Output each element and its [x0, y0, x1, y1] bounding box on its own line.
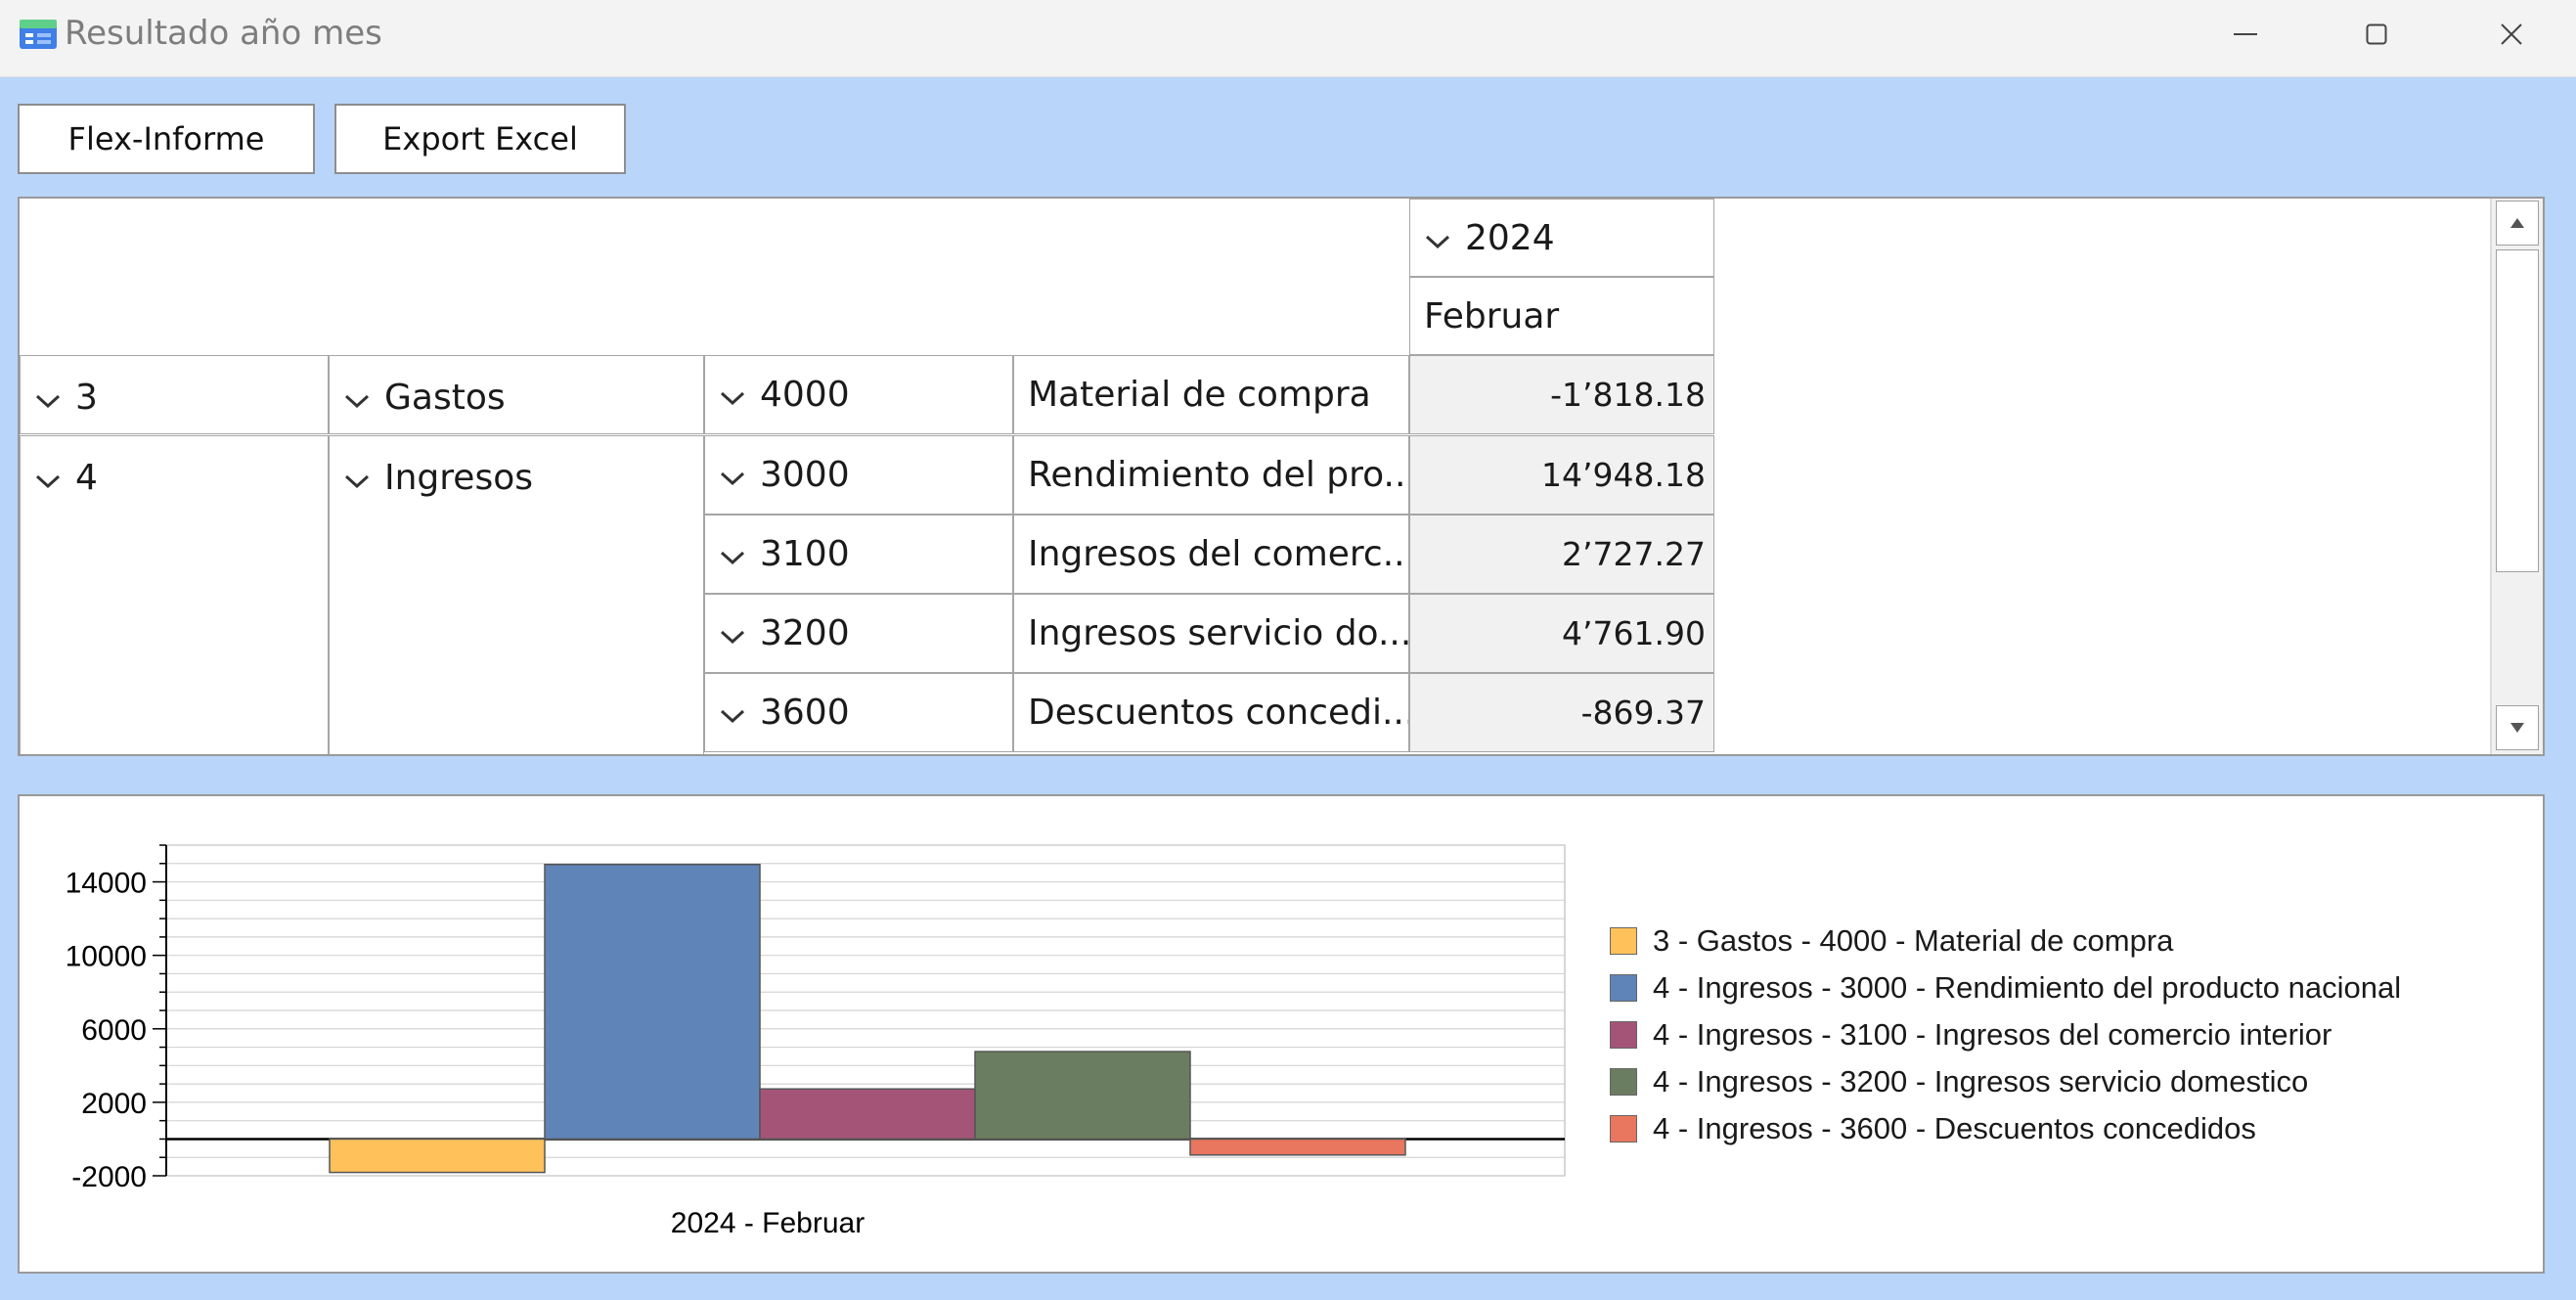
chevron-down-icon[interactable]	[343, 473, 371, 489]
account-name: Ingresos del comerc...	[1028, 534, 1409, 574]
scroll-down-button[interactable]	[2496, 705, 2539, 750]
maximize-icon	[2366, 23, 2387, 45]
row-account-cell[interactable]: 3200	[704, 594, 1013, 673]
chart-panel: 14000 10000 6000 2000 -2000 2024 - Februar 3 …	[18, 794, 2545, 1274]
app-table-icon	[20, 20, 57, 49]
y-tick-label: 14000	[66, 868, 147, 900]
legend-item: 4 - Ingresos - 3100 - Ingresos del comer…	[1610, 1011, 2401, 1058]
row-account-cell[interactable]: 3000	[704, 435, 1013, 515]
bar-1	[329, 1138, 546, 1174]
row-name-cell[interactable]: Ingresos del comerc...	[1013, 515, 1409, 594]
chevron-down-icon[interactable]	[34, 393, 62, 409]
cell-value: 2’727.27	[1562, 535, 1706, 573]
window-title: Resultado año mes	[65, 14, 382, 53]
legend-swatch	[1610, 1021, 1637, 1049]
y-tick-label: 10000	[66, 941, 147, 973]
row-account-cell[interactable]: 3600	[704, 673, 1013, 752]
value-cell[interactable]: 4’761.90	[1409, 594, 1714, 673]
column-header-month[interactable]: Februar	[1409, 277, 1714, 355]
legend-label: 4 - Ingresos - 3000 - Rendimiento del pr…	[1653, 970, 2402, 1005]
triangle-up-icon	[2510, 218, 2524, 228]
chevron-down-icon[interactable]	[1424, 234, 1451, 249]
legend-item: 4 - Ingresos - 3200 - Ingresos servicio …	[1610, 1058, 2401, 1105]
row-type-cell[interactable]: Gastos	[329, 355, 704, 434]
minimize-button[interactable]	[2216, 10, 2275, 59]
row-type-cell[interactable]: Ingresos	[329, 435, 704, 754]
legend-label: 4 - Ingresos - 3200 - Ingresos servicio …	[1653, 1064, 2309, 1098]
close-button[interactable]	[2482, 10, 2541, 59]
scroll-thumb[interactable]	[2496, 249, 2539, 572]
legend-swatch	[1610, 1115, 1637, 1143]
legend-item: 4 - Ingresos - 3000 - Rendimiento del pr…	[1610, 964, 2401, 1011]
title-bar: Resultado año mes	[0, 0, 2576, 77]
account-label: 4000	[760, 375, 850, 415]
account-label: 3600	[760, 693, 850, 733]
value-cell[interactable]: 2’727.27	[1409, 515, 1714, 594]
row-account-cell[interactable]: 4000	[704, 355, 1013, 434]
account-name: Rendimiento del pro...	[1028, 455, 1409, 495]
export-excel-button[interactable]: Export Excel	[334, 104, 626, 174]
chevron-down-icon[interactable]	[343, 393, 371, 409]
type-label: Gastos	[384, 378, 506, 418]
chevron-down-icon[interactable]	[719, 708, 746, 724]
chevron-down-icon[interactable]	[719, 390, 746, 406]
legend-label: 4 - Ingresos - 3100 - Ingresos del comer…	[1653, 1017, 2332, 1052]
column-header-year[interactable]: 2024	[1409, 199, 1714, 277]
value-cell[interactable]: 14’948.18	[1409, 435, 1714, 515]
account-label: 3000	[760, 455, 850, 495]
legend-swatch	[1610, 927, 1637, 955]
account-name: Descuentos concedi...	[1028, 693, 1409, 733]
bar-5	[1189, 1138, 1406, 1156]
chart-legend: 3 - Gastos - 4000 - Material de compra 4 …	[1610, 918, 2401, 1152]
chevron-down-icon[interactable]	[719, 629, 746, 645]
bar-2	[544, 864, 761, 1141]
row-name-cell[interactable]: Ingresos servicio do...	[1013, 594, 1409, 673]
legend-label: 4 - Ingresos - 3600 - Descuentos concedi…	[1653, 1111, 2256, 1145]
scroll-up-button[interactable]	[2496, 201, 2539, 246]
chevron-down-icon[interactable]	[34, 473, 62, 489]
close-icon	[2501, 23, 2522, 45]
legend-label: 3 - Gastos - 4000 - Material de compra	[1653, 923, 2174, 958]
cell-value: 14’948.18	[1541, 456, 1706, 494]
year-label: 2024	[1465, 217, 1555, 258]
row-name-cell[interactable]: Material de compra	[1013, 355, 1409, 434]
group-label: 4	[75, 458, 98, 498]
account-name: Ingresos servicio do...	[1028, 613, 1409, 653]
account-name: Material de compra	[1028, 375, 1371, 415]
legend-item: 3 - Gastos - 4000 - Material de compra	[1610, 918, 2401, 964]
x-category-label: 2024 - Februar	[671, 1207, 865, 1239]
row-name-cell[interactable]: Descuentos concedi...	[1013, 673, 1409, 752]
month-label: Februar	[1424, 295, 1560, 336]
bar-4	[974, 1051, 1191, 1141]
flex-informe-button[interactable]: Flex-Informe	[18, 104, 315, 174]
pivot-grid[interactable]: 2024 Februar 3 Gastos 4000 Material de comp…	[18, 197, 2545, 756]
maximize-button[interactable]	[2347, 10, 2406, 59]
y-tick-label: 6000	[81, 1014, 147, 1047]
cell-value: -869.37	[1580, 694, 1706, 732]
value-cell[interactable]: -869.37	[1409, 673, 1714, 752]
group-label: 3	[75, 378, 98, 418]
triangle-down-icon	[2510, 723, 2524, 733]
row-name-cell[interactable]: Rendimiento del pro...	[1013, 435, 1409, 515]
type-label: Ingresos	[384, 458, 533, 498]
chevron-down-icon[interactable]	[719, 471, 746, 486]
cell-value: -1’818.18	[1550, 376, 1706, 414]
bar-chart: 14000 10000 6000 2000 -2000 2024 - Februar	[66, 844, 1566, 1239]
cell-value: 4’761.90	[1562, 614, 1706, 652]
legend-item: 4 - Ingresos - 3600 - Descuentos concedi…	[1610, 1105, 2401, 1152]
y-tick-label: 2000	[81, 1088, 147, 1120]
legend-swatch	[1610, 1068, 1637, 1096]
y-tick-label: -2000	[71, 1161, 147, 1193]
row-group-cell[interactable]: 4	[20, 435, 329, 754]
legend-swatch	[1610, 974, 1637, 1002]
bar-3	[759, 1088, 976, 1141]
row-account-cell[interactable]: 3100	[704, 515, 1013, 594]
account-label: 3200	[760, 613, 850, 653]
minimize-icon	[2234, 33, 2257, 35]
row-group-cell[interactable]: 3	[20, 355, 329, 434]
value-cell[interactable]: -1’818.18	[1409, 355, 1714, 434]
account-label: 3100	[760, 534, 850, 574]
chevron-down-icon[interactable]	[719, 550, 746, 565]
vertical-scrollbar[interactable]	[2490, 199, 2543, 754]
